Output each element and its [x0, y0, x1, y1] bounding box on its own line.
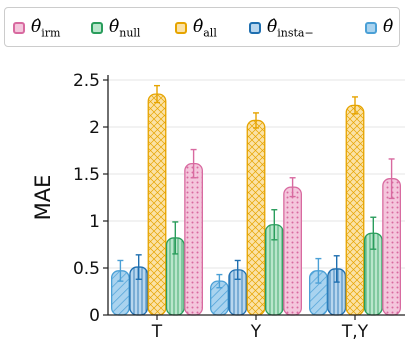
legend-entry-irm: θ̂irm: [13, 15, 60, 41]
y-tick-label: 0: [89, 306, 100, 326]
legend-label-main: θ̂: [193, 16, 204, 37]
x-tick-label: Y: [250, 322, 262, 342]
legend-label-sub: null: [119, 26, 141, 40]
bar-irm-T,Y: [382, 178, 402, 316]
legend-swatch-insta-hatched: [365, 22, 377, 34]
legend-swatch-irm: [13, 22, 25, 34]
legend-entry-insta-hatched: θ̂: [365, 15, 393, 41]
y-tick-label: 1: [89, 212, 100, 232]
legend-swatch-insta: [249, 22, 261, 34]
legend-entry-null: θ̂null: [91, 15, 140, 41]
bar-all-T: [147, 93, 167, 316]
axes: 0 0.5 1 1.5 2 2.5 MAE T Y T,Y: [31, 71, 405, 342]
legend-label-sub: irm: [41, 26, 61, 40]
legend-swatch-null: [91, 22, 103, 34]
x-tick-label: T,Y: [341, 322, 369, 342]
legend-entry-insta: θ̂insta−: [249, 15, 314, 41]
legend-label-main: θ̂: [109, 16, 120, 37]
y-tick-label: 1.5: [73, 165, 100, 185]
error-bars: [117, 84, 395, 289]
legend-swatch-all: [175, 22, 187, 34]
bars: [111, 93, 402, 316]
legend-label-sub: all: [203, 26, 217, 40]
legend-label-main: θ̂: [267, 16, 278, 37]
legend-label-sub: insta−: [277, 26, 314, 40]
legend: θ̂irm θ̂null θ̂all θ̂insta− θ̂: [4, 7, 400, 47]
legend-label-main: θ̂: [31, 16, 42, 37]
y-tick-label: 2: [89, 118, 100, 138]
legend-entry-all: θ̂all: [175, 15, 217, 41]
bar-all-T,Y: [345, 104, 365, 316]
legend-label-main: θ̂: [383, 16, 394, 37]
y-tick-label: 2.5: [73, 71, 100, 91]
x-tick-label: T: [151, 322, 163, 342]
bar-irm-Y: [283, 186, 303, 316]
bar-all-Y: [246, 119, 266, 316]
bar-irm-T: [184, 163, 204, 316]
y-axis-label: MAE: [31, 175, 55, 221]
y-tick-label: 0.5: [73, 259, 100, 279]
